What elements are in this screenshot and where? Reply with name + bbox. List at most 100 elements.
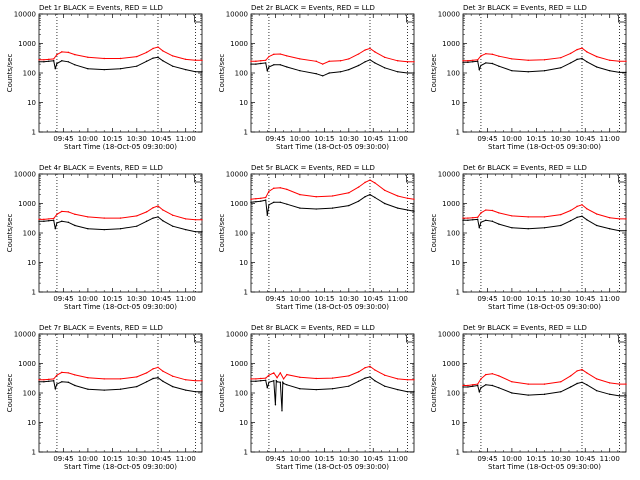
events-data-point: [467, 61, 469, 64]
events-data-point: [485, 62, 487, 64]
events-data-point: [136, 65, 138, 67]
events-data-point: [595, 224, 598, 227]
events-data-point: [157, 216, 159, 218]
lld-data-point: [279, 53, 282, 55]
lld-data-point: [315, 377, 317, 380]
y-tick-label: 1: [32, 129, 36, 137]
y-tick-label: 1: [32, 449, 36, 457]
events-data-point: [569, 62, 572, 64]
lld-data-point: [162, 209, 164, 211]
x-tick-label: 10:00: [78, 455, 98, 463]
lld-data-point: [273, 53, 275, 56]
lld-data-point: [581, 47, 583, 49]
lld-data-point: [87, 216, 89, 218]
events-data-point: [157, 377, 159, 379]
events-data-point: [581, 381, 583, 384]
x-tick-label: 10:00: [290, 135, 310, 143]
events-data-point: [171, 65, 174, 67]
lld-data-point: [119, 378, 122, 380]
events-data-point: [103, 389, 105, 391]
events-data-point: [357, 200, 360, 202]
lld-data-point: [38, 59, 40, 61]
lld-data-point: [103, 378, 105, 380]
y-tick-label: 10000: [14, 11, 36, 19]
x-tick-label: 09:45: [477, 295, 497, 303]
events-data-point: [413, 391, 415, 393]
events-data-point: [625, 395, 627, 397]
lld-data-point: [348, 192, 350, 194]
y-axis-label: Counts/sec: [6, 54, 14, 93]
y-tick-label: 10000: [226, 171, 248, 179]
events-data-point: [478, 227, 480, 229]
lld-data-point: [543, 59, 546, 61]
y-axis-label: Counts/sec: [218, 374, 226, 413]
lld-data-point: [511, 58, 513, 60]
x-tick-label: 11:00: [388, 455, 408, 463]
events-data-point: [185, 228, 187, 231]
lld-data-point: [268, 190, 270, 192]
lld-data-point: [87, 56, 89, 59]
events-data-point: [618, 395, 621, 397]
lld-data-point: [369, 365, 371, 368]
panel-title: Det 1r BLACK = Events, RED = LLD: [39, 4, 163, 12]
lld-data-point: [279, 187, 282, 189]
lld-data-point: [364, 181, 366, 184]
lld-data-point: [52, 58, 55, 60]
y-tick-label: 1000: [18, 200, 36, 208]
y-tick-label: 10: [27, 419, 36, 427]
lld-data-point: [472, 59, 474, 61]
y-tick-label: 100: [23, 230, 36, 238]
lld-data-point: [299, 193, 301, 196]
y-tick-label: 100: [447, 390, 460, 398]
events-data-point: [374, 196, 376, 199]
events-data-point: [152, 57, 154, 59]
panel-8: Det 8r BLACK = Events, RED = LLD 1 10 100 10…: [218, 324, 415, 471]
lld-data-point: [119, 217, 122, 219]
x-axis-label: Start Time (18-Oct-05 09:30:00): [276, 143, 389, 151]
events-data-point: [264, 62, 267, 64]
events-data-point: [364, 377, 366, 379]
lld-data-point: [171, 55, 174, 57]
events-data-point: [462, 61, 464, 64]
y-axis-label: Counts/sec: [218, 54, 226, 93]
lld-data-point: [201, 219, 203, 221]
plot-frame: [38, 333, 203, 453]
panel-title: Det 5r BLACK = Events, RED = LLD: [251, 164, 375, 172]
x-tick-label: 10:00: [502, 295, 522, 303]
lld-data-point: [511, 215, 513, 217]
events-data-point: [74, 224, 76, 227]
events-data-point: [56, 383, 58, 385]
time-bracket-marker: [406, 175, 413, 183]
events-data-point: [54, 387, 56, 390]
x-tick-label: 09:45: [265, 455, 285, 463]
events-data-point: [274, 404, 277, 406]
events-data-point: [103, 228, 105, 231]
lld-data-point: [618, 218, 621, 220]
lld-data-point: [145, 211, 148, 213]
events-data-point: [38, 381, 40, 383]
lld-data-point: [397, 60, 399, 62]
plot-frame: [38, 13, 203, 133]
events-data-point: [625, 71, 627, 74]
lld-data-point: [467, 60, 469, 62]
lld-data-point: [56, 374, 58, 376]
events-data-point: [511, 69, 513, 72]
lld-data-point: [136, 215, 138, 217]
events-data-point: [357, 380, 360, 382]
lld-data-point: [560, 213, 562, 216]
lld-data-point: [527, 59, 529, 61]
x-tick-label: 10:15: [526, 295, 546, 303]
events-rate-line: [251, 59, 414, 77]
lld-data-point: [201, 59, 203, 61]
events-data-point: [87, 227, 89, 230]
events-data-point: [52, 380, 55, 382]
events-data-point: [43, 61, 45, 63]
events-data-point: [543, 69, 546, 72]
lld-data-point: [480, 212, 482, 214]
lld-data-point: [299, 376, 301, 379]
y-tick-label: 1: [456, 449, 460, 457]
lld-data-point: [264, 196, 267, 199]
events-data-point: [255, 63, 257, 65]
events-data-point: [478, 68, 480, 71]
events-data-point: [54, 227, 56, 230]
